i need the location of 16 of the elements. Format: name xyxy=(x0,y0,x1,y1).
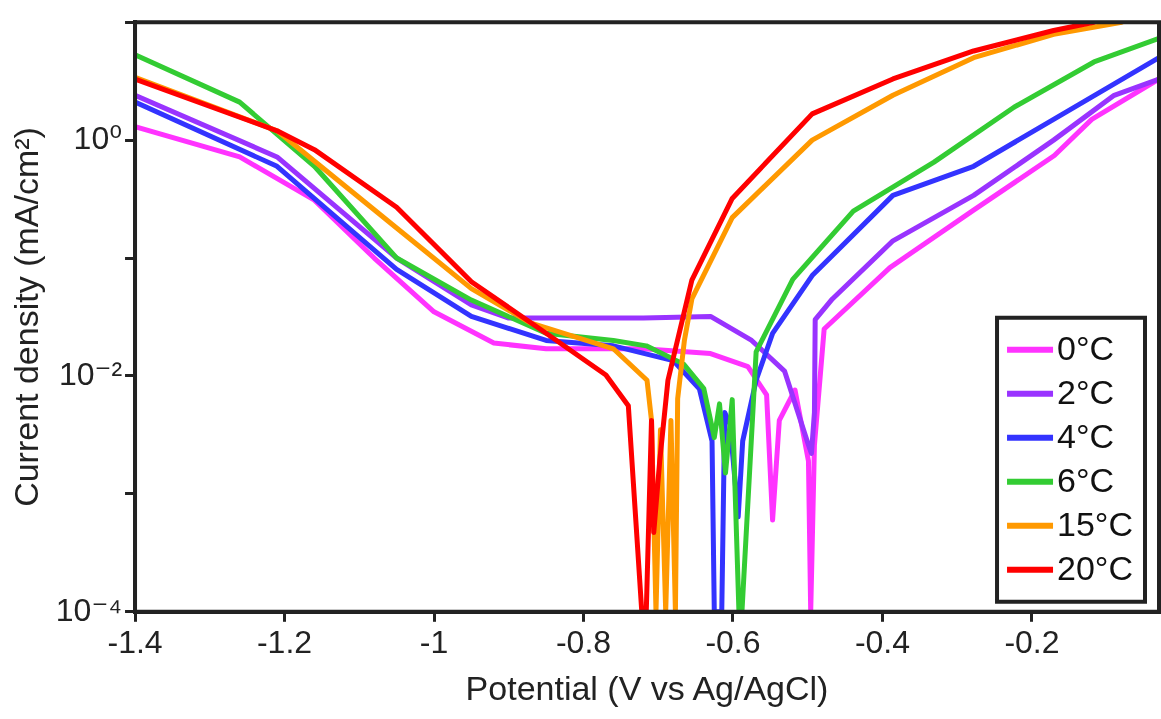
y-tick-label: 10⁰ xyxy=(73,119,123,156)
x-tick-label: -0.4 xyxy=(854,623,911,660)
x-tick-label: -0.8 xyxy=(555,623,612,660)
legend-label: 20°C xyxy=(1057,549,1133,588)
y-tick-label: 10⁻² xyxy=(58,355,123,392)
legend-label: 2°C xyxy=(1057,373,1115,412)
x-tick-label: -1 xyxy=(419,623,449,660)
legend-label: 4°C xyxy=(1057,417,1115,456)
x-tick-label: -0.2 xyxy=(1004,623,1060,660)
x-tick-label: -1.2 xyxy=(256,623,313,660)
x-tick-label: -0.6 xyxy=(705,623,761,660)
legend-label: 6°C xyxy=(1057,461,1115,500)
legend-label: 15°C xyxy=(1057,505,1133,544)
y-axis-title: Current density (mA/cm²) xyxy=(6,127,45,507)
legend-label: 0°C xyxy=(1057,329,1115,368)
x-axis-title: Potential (V vs Ag/AgCl) xyxy=(465,668,829,707)
